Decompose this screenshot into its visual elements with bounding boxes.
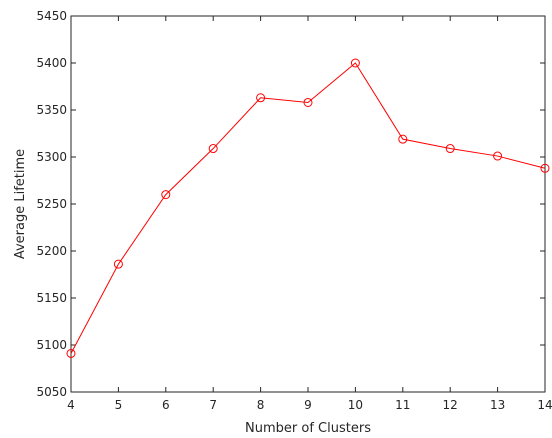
x-axis-ticks: 4 5 6 7 8 9 10 11 12 13 14 [67, 16, 552, 412]
y-tick-label: 5100 [36, 338, 67, 352]
data-point-marker [113, 259, 123, 269]
y-tick-label: 5250 [36, 197, 67, 211]
x-tick-label: 5 [115, 398, 123, 412]
y-tick-label: 5150 [36, 291, 67, 305]
data-point-marker [398, 134, 408, 144]
y-tick-label: 5300 [36, 150, 67, 164]
y-tick-label: 5450 [36, 9, 67, 23]
x-tick-label: 10 [348, 398, 363, 412]
data-point-marker [161, 190, 171, 200]
x-tick-label: 14 [537, 398, 552, 412]
data-point-marker [303, 97, 313, 107]
x-tick-label: 12 [443, 398, 458, 412]
y-axis-ticks: 5050 5100 5150 5200 5250 5300 5350 5400 5450 [36, 9, 545, 399]
x-axis-title: Number of Clusters [245, 421, 371, 436]
x-tick-label: 7 [209, 398, 217, 412]
y-axis-title: Average Lifetime [13, 149, 28, 259]
x-tick-label: 11 [395, 398, 410, 412]
y-tick-label: 5350 [36, 103, 67, 117]
x-tick-label: 13 [490, 398, 505, 412]
data-point-marker [66, 348, 76, 358]
data-point-marker [445, 144, 455, 154]
y-tick-label: 5200 [36, 244, 67, 258]
data-point-marker [256, 93, 266, 103]
x-tick-label: 9 [304, 398, 312, 412]
x-tick-label: 6 [162, 398, 170, 412]
data-point-marker [350, 58, 360, 68]
plot-area [71, 16, 545, 392]
data-point-marker [540, 163, 550, 173]
data-point-marker [208, 144, 218, 154]
x-tick-label: 8 [257, 398, 265, 412]
series-line [70, 62, 546, 354]
x-tick-label: 4 [67, 398, 75, 412]
series-layer [66, 58, 550, 358]
y-tick-label: 5050 [36, 385, 67, 399]
plot-frame [70, 15, 546, 393]
y-tick-label: 5400 [36, 56, 67, 70]
data-point-marker [493, 151, 503, 161]
